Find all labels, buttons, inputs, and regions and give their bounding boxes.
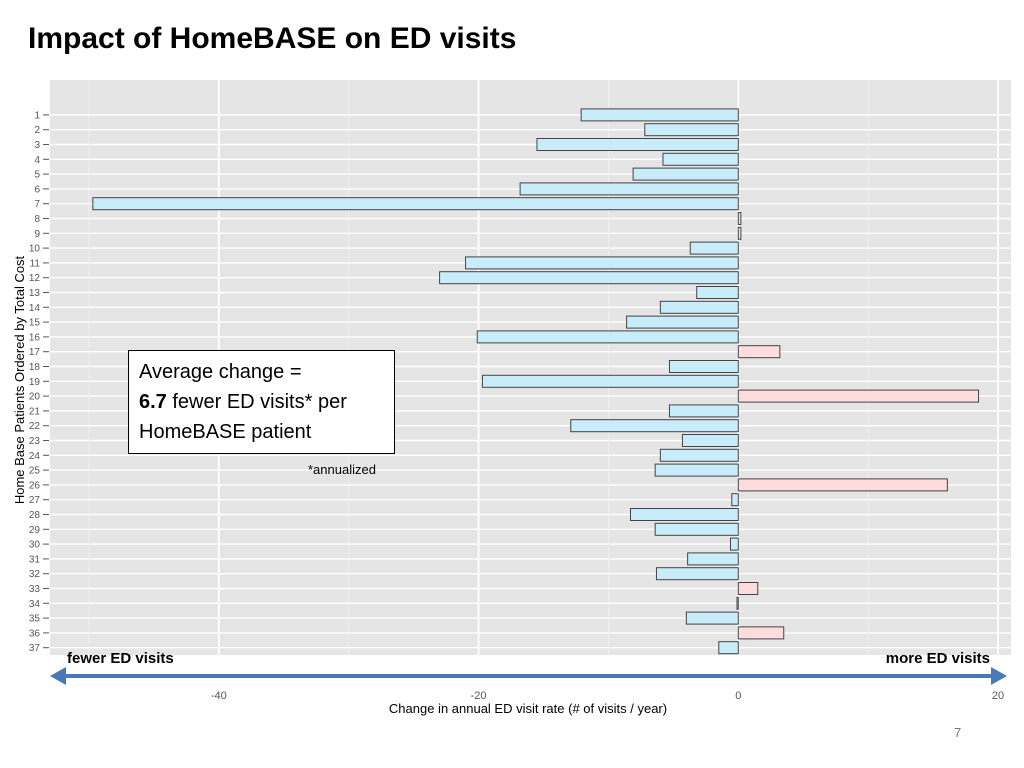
y-tick-label: 4 bbox=[34, 155, 40, 166]
bar-patient-13 bbox=[696, 286, 739, 299]
y-tick-label: 13 bbox=[29, 288, 41, 299]
y-tick-labels: 1234567891011121314151617181920212223242… bbox=[29, 110, 49, 654]
average-change-line1: Average change = bbox=[139, 361, 302, 383]
y-tick-label: 28 bbox=[29, 510, 41, 521]
bar-patient-10 bbox=[689, 241, 739, 255]
bar-patient-36 bbox=[737, 626, 785, 640]
y-tick-label: 10 bbox=[29, 244, 41, 255]
arrow-right-head bbox=[991, 667, 1007, 685]
bars bbox=[92, 108, 980, 655]
bar-patient-26 bbox=[737, 478, 948, 492]
bar-patient-29 bbox=[654, 522, 739, 536]
y-tick-label: 16 bbox=[29, 332, 41, 343]
bar-patient-33 bbox=[737, 582, 759, 595]
y-tick-label: 2 bbox=[34, 125, 40, 136]
bar-patient-6 bbox=[519, 182, 739, 196]
average-change-line3: HomeBASE patient bbox=[139, 421, 312, 443]
bar-patient-23 bbox=[681, 434, 739, 447]
page-number: 7 bbox=[954, 725, 962, 740]
y-tick-label: 3 bbox=[34, 140, 40, 151]
bar-patient-31 bbox=[687, 552, 739, 566]
y-tick-label: 33 bbox=[29, 584, 41, 595]
x-tick-label: 20 bbox=[992, 690, 1004, 702]
y-tick-label: 23 bbox=[29, 436, 41, 447]
y-tick-label: 37 bbox=[29, 643, 41, 654]
direction-arrow bbox=[50, 667, 1007, 685]
average-change-line2: 6.7 fewer ED visits* per bbox=[139, 387, 394, 417]
y-tick-label: 30 bbox=[29, 540, 41, 551]
y-tick-label: 35 bbox=[29, 614, 41, 625]
bar-patient-30 bbox=[729, 537, 739, 551]
y-tick-label: 12 bbox=[29, 273, 41, 284]
y-tick-label: 11 bbox=[30, 258, 41, 269]
bar-patient-34 bbox=[736, 596, 739, 610]
bar-patient-8 bbox=[737, 212, 742, 225]
bar-patient-35 bbox=[685, 611, 739, 625]
y-tick-label: 14 bbox=[29, 303, 41, 314]
bar-patient-25 bbox=[654, 463, 739, 477]
y-tick-label: 6 bbox=[34, 184, 40, 195]
y-tick-label: 26 bbox=[29, 480, 41, 491]
bar-patient-4 bbox=[662, 152, 739, 166]
y-tick-label: 17 bbox=[29, 347, 41, 358]
bar-patient-27 bbox=[731, 493, 739, 507]
y-tick-label: 7 bbox=[34, 199, 40, 210]
bar-patient-16 bbox=[476, 330, 739, 344]
y-tick-label: 18 bbox=[29, 362, 41, 373]
y-tick-label: 20 bbox=[29, 392, 41, 403]
x-tick-labels: -40 -20 0 20 bbox=[211, 690, 1004, 702]
bar-patient-19 bbox=[481, 374, 739, 388]
slide-title: Impact of HomeBASE on ED visits bbox=[28, 22, 517, 55]
bar-patient-14 bbox=[659, 300, 739, 314]
bar-patient-21 bbox=[668, 404, 739, 418]
y-tick-label: 29 bbox=[29, 525, 41, 536]
arrow-left-head bbox=[50, 667, 66, 685]
y-tick-label: 21 bbox=[29, 406, 41, 417]
bar-patient-3 bbox=[536, 138, 739, 151]
y-tick-label: 31 bbox=[29, 554, 41, 565]
x-tick-label: 0 bbox=[735, 690, 741, 702]
average-change-box: Average change = 6.7 fewer ED visits* pe… bbox=[128, 350, 395, 454]
y-tick-label: 8 bbox=[34, 214, 40, 225]
y-tick-label: 36 bbox=[29, 628, 41, 639]
bar-patient-28 bbox=[629, 508, 739, 521]
bar-patient-32 bbox=[655, 567, 739, 581]
y-tick-label: 24 bbox=[29, 451, 41, 462]
annualized-footnote: *annualized bbox=[308, 462, 376, 477]
y-tick-label: 9 bbox=[34, 229, 40, 240]
y-tick-label: 15 bbox=[29, 318, 41, 329]
bar-patient-1 bbox=[580, 108, 739, 122]
average-change-value: 6.7 bbox=[139, 391, 167, 413]
y-tick-label: 34 bbox=[29, 599, 41, 610]
fewer-visits-label: fewer ED visits bbox=[67, 650, 174, 667]
more-visits-label: more ED visits bbox=[886, 650, 990, 667]
y-tick-label: 19 bbox=[29, 377, 41, 388]
average-change-line2-text: fewer ED visits* per bbox=[166, 391, 347, 413]
y-tick-label: 5 bbox=[34, 170, 40, 181]
bar-patient-17 bbox=[737, 345, 781, 359]
bar-patient-5 bbox=[632, 167, 739, 181]
y-tick-label: 22 bbox=[29, 421, 41, 432]
x-axis-label: Change in annual ED visit rate (# of vis… bbox=[389, 701, 667, 716]
bar-patient-7 bbox=[92, 197, 739, 211]
bar-patient-20 bbox=[737, 389, 980, 403]
bar-patient-24 bbox=[659, 448, 739, 462]
y-tick-label: 27 bbox=[29, 495, 41, 506]
bar-patient-18 bbox=[668, 360, 739, 373]
bar-patient-15 bbox=[626, 315, 739, 329]
y-tick-label: 32 bbox=[29, 569, 41, 580]
bar-patient-9 bbox=[737, 226, 742, 240]
y-tick-label: 25 bbox=[29, 466, 41, 477]
x-tick-label: -20 bbox=[471, 690, 487, 702]
bar-patient-37 bbox=[718, 641, 739, 655]
bar-patient-12 bbox=[439, 271, 739, 285]
bar-patient-11 bbox=[465, 256, 739, 270]
bar-patient-2 bbox=[644, 123, 739, 137]
y-axis-label: Home Base Patients Ordered by Total Cost bbox=[12, 255, 27, 504]
bar-patient-22 bbox=[570, 419, 739, 433]
y-tick-label: 1 bbox=[34, 110, 40, 121]
x-tick-label: -40 bbox=[211, 690, 227, 702]
